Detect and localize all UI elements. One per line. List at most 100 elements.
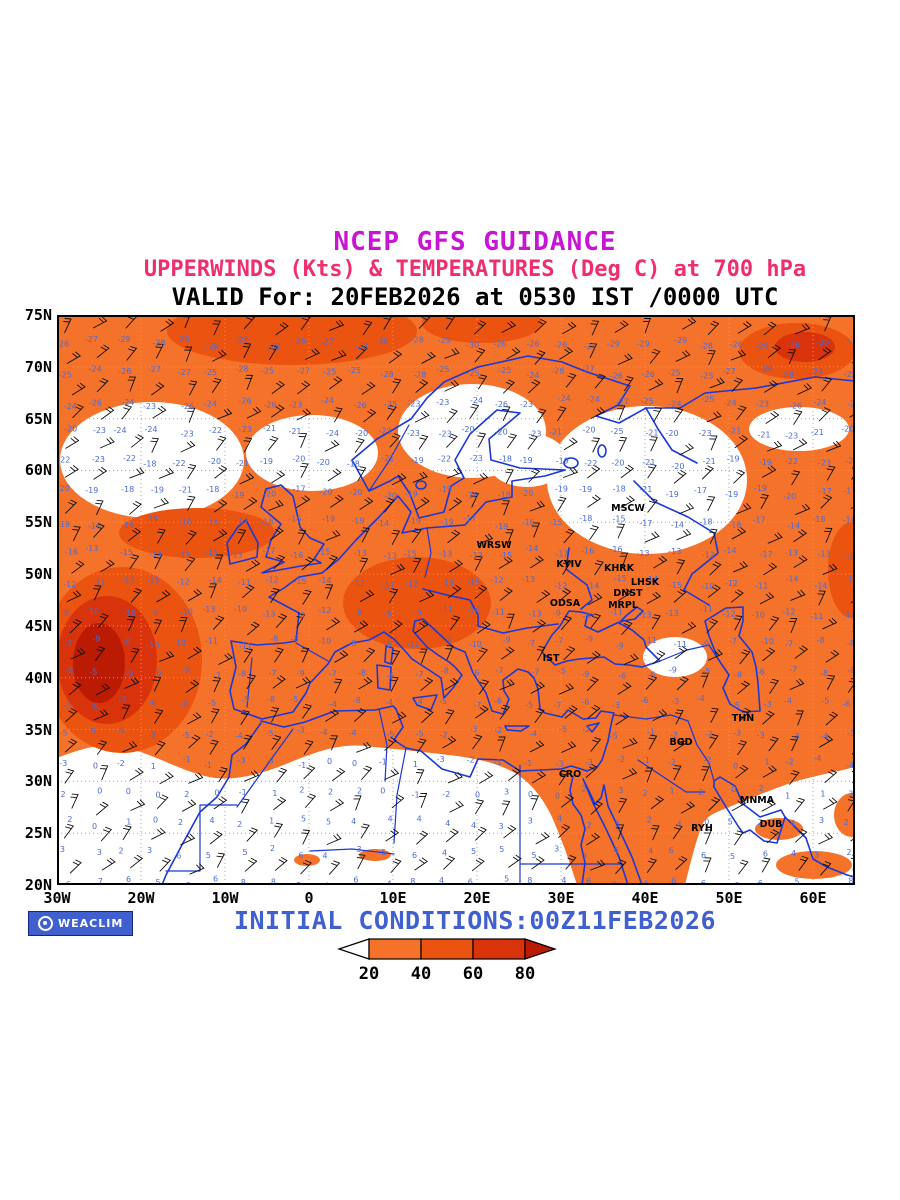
svg-text:-11: -11 bbox=[610, 608, 623, 617]
svg-text:0: 0 bbox=[97, 787, 102, 796]
svg-text:-14: -14 bbox=[149, 550, 162, 559]
svg-text:-3: -3 bbox=[764, 700, 772, 709]
svg-text:-23: -23 bbox=[699, 429, 712, 438]
svg-text:-11: -11 bbox=[674, 640, 687, 649]
longitude-axis: 30W 20W 10W 0 10E 20E 30E 40E 50E 60E bbox=[43, 889, 855, 909]
svg-text:-24: -24 bbox=[470, 396, 483, 405]
svg-text:6: 6 bbox=[734, 881, 739, 885]
svg-text:-23: -23 bbox=[439, 430, 452, 439]
svg-text:-5: -5 bbox=[610, 732, 618, 741]
svg-text:2: 2 bbox=[270, 844, 275, 853]
svg-text:-25: -25 bbox=[668, 368, 681, 377]
svg-text:-19: -19 bbox=[754, 484, 767, 493]
svg-text:-21: -21 bbox=[236, 459, 249, 468]
svg-text:-17: -17 bbox=[639, 519, 652, 528]
svg-text:2: 2 bbox=[67, 815, 72, 824]
svg-text:-20: -20 bbox=[349, 488, 362, 497]
svg-text:5: 5 bbox=[242, 848, 247, 857]
svg-text:-24: -24 bbox=[587, 395, 600, 404]
svg-text:6: 6 bbox=[126, 875, 131, 884]
svg-text:-1: -1 bbox=[239, 788, 247, 797]
svg-text:-7: -7 bbox=[119, 695, 127, 704]
svg-text:-11: -11 bbox=[492, 607, 505, 616]
svg-text:-2: -2 bbox=[704, 755, 712, 764]
svg-text:-10: -10 bbox=[469, 640, 482, 649]
svg-text:-20: -20 bbox=[611, 458, 624, 467]
svg-text:-3: -3 bbox=[847, 729, 855, 738]
svg-text:2: 2 bbox=[328, 788, 333, 797]
svg-text:-10: -10 bbox=[318, 637, 331, 646]
svg-text:-24: -24 bbox=[813, 398, 826, 407]
svg-text:-5: -5 bbox=[525, 700, 533, 709]
svg-text:0: 0 bbox=[126, 787, 131, 796]
svg-text:-5: -5 bbox=[208, 699, 216, 708]
svg-text:-2: -2 bbox=[440, 731, 448, 740]
svg-text:0: 0 bbox=[733, 762, 738, 771]
svg-text:-1: -1 bbox=[524, 759, 532, 768]
svg-text:2: 2 bbox=[758, 818, 763, 827]
svg-text:5: 5 bbox=[326, 818, 331, 827]
svg-text:-28: -28 bbox=[700, 342, 713, 351]
svg-text:4: 4 bbox=[442, 849, 447, 858]
svg-text:-14: -14 bbox=[814, 581, 827, 590]
svg-text:-7: -7 bbox=[269, 669, 277, 678]
colorbar-legend: 20 40 60 80 bbox=[337, 938, 557, 984]
svg-text:7: 7 bbox=[611, 880, 616, 885]
lat-tick-label: 30N bbox=[24, 772, 52, 791]
svg-text:-1: -1 bbox=[298, 761, 306, 770]
svg-text:-3: -3 bbox=[297, 725, 305, 734]
svg-text:-5: -5 bbox=[822, 697, 830, 706]
svg-text:-19: -19 bbox=[408, 516, 421, 525]
lake-ladoga bbox=[563, 457, 579, 469]
svg-text:-21: -21 bbox=[642, 458, 655, 467]
svg-text:-7: -7 bbox=[789, 665, 797, 674]
svg-text:-3: -3 bbox=[437, 755, 445, 764]
svg-text:-18: -18 bbox=[613, 485, 626, 494]
svg-text:5: 5 bbox=[471, 847, 476, 856]
map-frame bbox=[57, 315, 855, 885]
svg-text:-25: -25 bbox=[611, 427, 624, 436]
svg-text:-27: -27 bbox=[616, 398, 629, 407]
svg-text:-12: -12 bbox=[352, 579, 365, 588]
svg-text:-14: -14 bbox=[376, 519, 389, 528]
svg-text:-4: -4 bbox=[697, 694, 705, 703]
city-label-mscw: MSCW bbox=[611, 503, 645, 514]
svg-text:-5: -5 bbox=[703, 667, 711, 676]
svg-text:-20: -20 bbox=[263, 490, 276, 499]
svg-text:-8: -8 bbox=[353, 696, 361, 705]
border-norway-sweden bbox=[368, 424, 410, 492]
svg-text:0: 0 bbox=[93, 761, 98, 770]
svg-text:0: 0 bbox=[704, 818, 709, 827]
svg-text:-12: -12 bbox=[554, 581, 567, 590]
svg-text:-19: -19 bbox=[322, 514, 335, 523]
svg-text:-24: -24 bbox=[64, 402, 77, 411]
svg-text:-29: -29 bbox=[637, 340, 650, 349]
svg-text:-19: -19 bbox=[121, 521, 134, 530]
svg-text:-12: -12 bbox=[177, 578, 190, 587]
lat-tick-label: 55N bbox=[24, 513, 52, 532]
svg-text:-12: -12 bbox=[318, 606, 331, 615]
svg-text:-4: -4 bbox=[820, 732, 828, 741]
svg-text:-18: -18 bbox=[699, 518, 712, 527]
river-nile bbox=[569, 775, 586, 885]
coast-cyprus bbox=[586, 722, 600, 733]
svg-text:-5: -5 bbox=[241, 696, 249, 705]
svg-text:5: 5 bbox=[728, 818, 733, 827]
svg-text:-19: -19 bbox=[57, 520, 70, 529]
svg-text:-28: -28 bbox=[781, 371, 794, 380]
svg-text:-10: -10 bbox=[146, 641, 159, 650]
svg-text:-22: -22 bbox=[123, 454, 136, 463]
colorbar-wrap: 20 40 60 80 bbox=[0, 937, 900, 989]
svg-text:-1: -1 bbox=[183, 755, 191, 764]
svg-text:-7: -7 bbox=[527, 639, 535, 648]
svg-text:-16: -16 bbox=[65, 548, 78, 557]
svg-text:-26: -26 bbox=[527, 339, 540, 348]
svg-text:6: 6 bbox=[701, 851, 706, 860]
coast-great-britain bbox=[260, 484, 325, 574]
svg-text:-15: -15 bbox=[147, 576, 160, 585]
svg-text:-8: -8 bbox=[270, 635, 278, 644]
svg-text:4: 4 bbox=[561, 876, 566, 885]
svg-text:-11: -11 bbox=[700, 604, 713, 613]
svg-text:-25: -25 bbox=[261, 367, 274, 376]
colorbar-tick-label: 40 bbox=[411, 964, 431, 984]
